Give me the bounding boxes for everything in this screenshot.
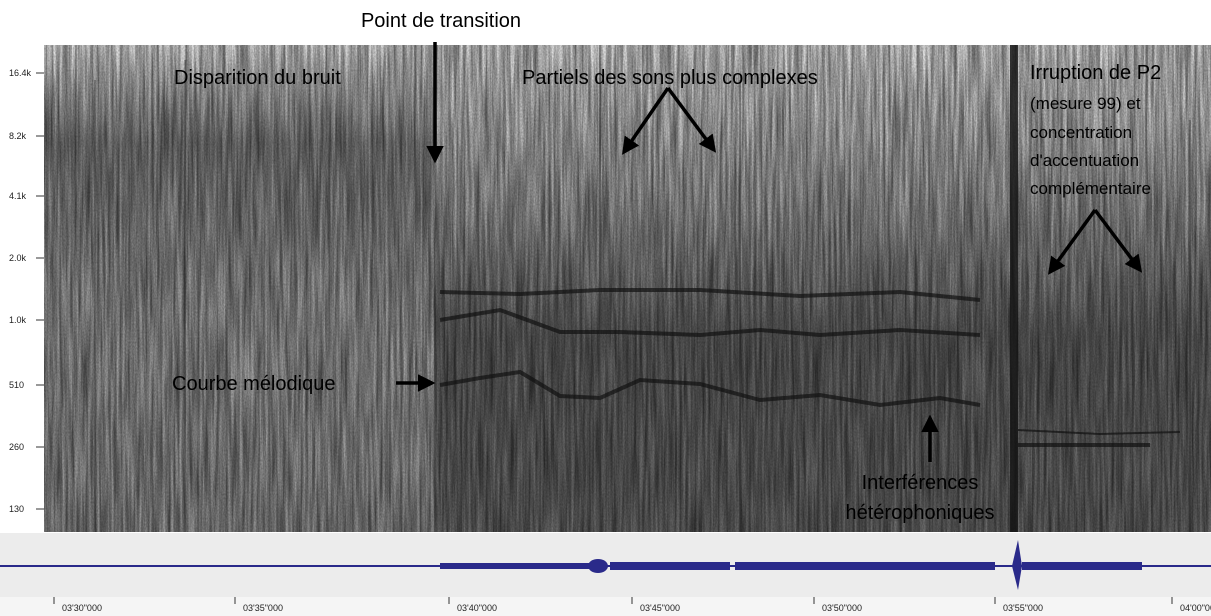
frequency-label: 2.0k xyxy=(9,253,27,263)
time-label: 03'45"000 xyxy=(640,603,680,613)
time-label: 03'55"000 xyxy=(1003,603,1043,613)
annotation: d'accentuation xyxy=(1030,151,1139,170)
annotation: (mesure 99) et xyxy=(1030,94,1141,113)
annotation: Point de transition xyxy=(361,10,521,32)
time-label: 03'40"000 xyxy=(457,603,497,613)
annotation: concentration xyxy=(1030,123,1132,142)
time-label: 03'50"000 xyxy=(822,603,862,613)
time-label: 03'35"000 xyxy=(243,603,283,613)
frequency-label: 4.1k xyxy=(9,191,27,201)
annotation: Partiels des sons plus complexes xyxy=(522,67,818,89)
annotation: hétérophoniques xyxy=(845,502,994,524)
annotation: Irruption de P2 xyxy=(1030,62,1161,84)
frequency-label: 130 xyxy=(9,504,24,514)
time-label: 04'00"000 xyxy=(1180,603,1211,613)
time-label: 03'30"000 xyxy=(62,603,102,613)
annotation: Interférences xyxy=(862,472,979,494)
frequency-label: 16.4k xyxy=(9,68,32,78)
waveform xyxy=(0,533,1211,597)
frequency-label: 260 xyxy=(9,442,24,452)
spectrogram xyxy=(44,45,1211,532)
annotation: Courbe mélodique xyxy=(172,373,335,395)
annotation: Disparition du bruit xyxy=(174,67,341,89)
annotation-arrows xyxy=(396,42,1143,462)
frequency-label: 510 xyxy=(9,380,24,390)
time-axis-bg xyxy=(0,597,1211,616)
frequency-label: 8.2k xyxy=(9,131,27,141)
annotation: complémentaire xyxy=(1030,179,1151,198)
frequency-label: 1.0k xyxy=(9,315,27,325)
